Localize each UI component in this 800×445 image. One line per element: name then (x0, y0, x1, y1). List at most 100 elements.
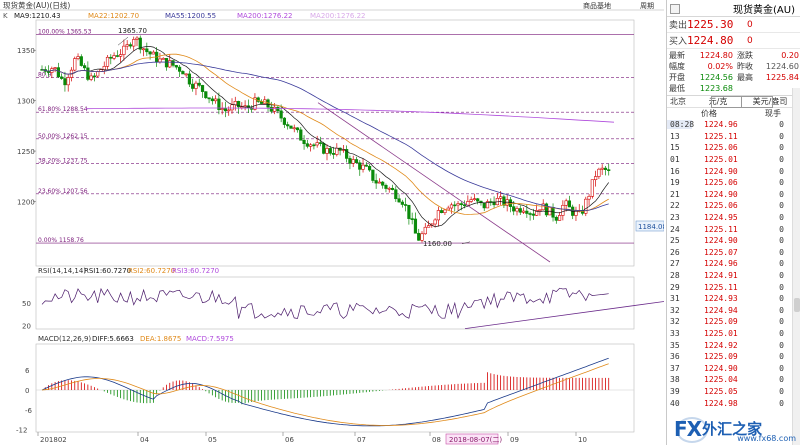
high-label: 1365.70 (118, 27, 147, 35)
ma22-label: MA22:1202.70 (88, 12, 139, 20)
candle-body (557, 215, 562, 221)
buy-row[interactable]: 买入 1224.80 0 (667, 33, 800, 49)
candle-body (76, 56, 80, 59)
candle-body (309, 144, 313, 147)
macd-y-label: 6 (25, 367, 30, 375)
tick-volume: 0 (779, 294, 784, 304)
unit-cny-tab[interactable]: 元/克 (708, 97, 728, 106)
candle-body (253, 97, 257, 110)
site-logo: FX 外汇之家 www.fx68.com (674, 412, 800, 445)
fib-label: 38.20% 1237.75 (38, 157, 88, 164)
stat-value: 0.02% (707, 62, 733, 71)
sell-label: 卖出 (669, 21, 688, 31)
candle-body (521, 210, 526, 213)
price-panel-frame (35, 19, 635, 267)
tick-price: 1224.90 (704, 189, 738, 199)
k-label: K (3, 12, 8, 20)
candle-body (73, 58, 77, 71)
candle-body (564, 200, 568, 206)
tick-time: 16 (670, 166, 680, 176)
tick-price: 1224.90 (704, 166, 738, 176)
candle-body (423, 226, 427, 235)
tick-volume: 0 (779, 282, 784, 292)
candle-body (223, 108, 228, 112)
stat-value: 1224.80 (699, 51, 733, 60)
stat-row: 幅度 0.02% 昨收 1224.60 (667, 61, 800, 72)
candle-body (377, 181, 382, 184)
tick-volume: 0 (779, 363, 784, 373)
fib-label: 80.9 (38, 71, 52, 78)
sell-price: 1225.30 (687, 18, 734, 31)
macd-y-label: -6 (25, 407, 33, 415)
candle-body (66, 77, 70, 86)
candle-body (328, 148, 332, 154)
candle-body (482, 202, 486, 209)
tick-row: 33 1225.01 0 (667, 328, 800, 340)
rsi2-label: RSI2:60.7270 (128, 267, 175, 275)
candle-body (502, 196, 506, 206)
fib-label: 61.80% 1288.54 (38, 106, 88, 113)
x-tick-label: 09 (510, 436, 519, 444)
candle-body (132, 39, 136, 47)
tick-volume: 0 (779, 259, 784, 269)
quote-title-bar: 现货黄金(AU) (667, 0, 800, 17)
price-chart[interactable]: 现货黄金(AU)(日线) 商品基地 周期 K MA9:1210.43 MA22:… (0, 0, 664, 445)
buy-price: 1224.80 (687, 34, 734, 47)
price-tag: 1184.08 (638, 223, 664, 231)
tick-volume: 0 (779, 224, 784, 234)
tick-time: 28 (670, 271, 680, 281)
tick-volume: 0 (779, 201, 784, 211)
tick-time: 25 (670, 236, 680, 246)
tick-volume: 0 (779, 131, 784, 141)
menu-period[interactable]: 周期 (640, 2, 654, 10)
stat-key: 涨跌 (737, 51, 753, 60)
candle-body (525, 210, 529, 214)
quote-stats: 最新 1224.80 涨跌 0.20 幅度 0.02% 昨收 1224.60 开盘 1224.56… (667, 49, 800, 96)
chart-pane[interactable]: 现货黄金(AU)(日线) 商品基地 周期 K MA9:1210.43 MA22:… (0, 0, 664, 445)
candle-body (603, 167, 608, 170)
tick-row: 40 1224.98 0 (667, 397, 800, 409)
menu-icon[interactable] (670, 4, 680, 14)
candle-body (86, 67, 90, 80)
candle-body (449, 204, 454, 209)
candle-body (289, 125, 293, 129)
rsi-line (41, 287, 609, 320)
tick-row: 35 1224.92 0 (667, 339, 800, 351)
tick-time: 35 (670, 340, 680, 350)
candle-body (197, 82, 201, 86)
unit-tab-divider (741, 96, 742, 107)
candle-body (292, 127, 296, 130)
candle-body (456, 203, 460, 206)
fib-label: 100.00% 1365.53 (38, 29, 92, 36)
candle-body (544, 203, 549, 216)
tick-time: 19 (670, 178, 680, 188)
rsi-trend-line (464, 301, 664, 330)
sell-row[interactable]: 卖出 1225.30 0 (667, 17, 800, 33)
scrollbar-thumb[interactable] (794, 298, 800, 312)
rsi-layer: 50 20 (22, 287, 664, 330)
candle-body (361, 164, 365, 170)
candle-body (191, 83, 195, 89)
macd-diff-line (41, 357, 609, 427)
tick-volume: 0 (779, 386, 784, 396)
tick-price: 1224.91 (704, 271, 738, 281)
tick-price: 1225.06 (704, 143, 738, 153)
candle-body (535, 210, 539, 216)
scrollbar[interactable] (792, 88, 800, 445)
tick-time: 40 (670, 398, 680, 408)
candle-body (426, 225, 431, 228)
tick-row: 28 1224.91 0 (667, 270, 800, 282)
candle-body (148, 51, 152, 55)
candle-body (217, 98, 221, 110)
candle-body (272, 106, 277, 112)
unit-usd-tab[interactable]: 美元/盎司 (752, 97, 788, 106)
stat-value: 1224.60 (765, 62, 799, 71)
candle-body (518, 208, 522, 213)
tick-price: 1224.94 (704, 305, 738, 315)
ticks-columns: 价格 现手 (667, 108, 800, 119)
candle-body (407, 204, 411, 219)
tick-row: 31 1224.93 0 (667, 293, 800, 305)
candle-body (413, 218, 418, 234)
menu-commodity[interactable]: 商品基地 (583, 1, 611, 10)
tick-row: 23 1224.95 0 (667, 212, 800, 224)
